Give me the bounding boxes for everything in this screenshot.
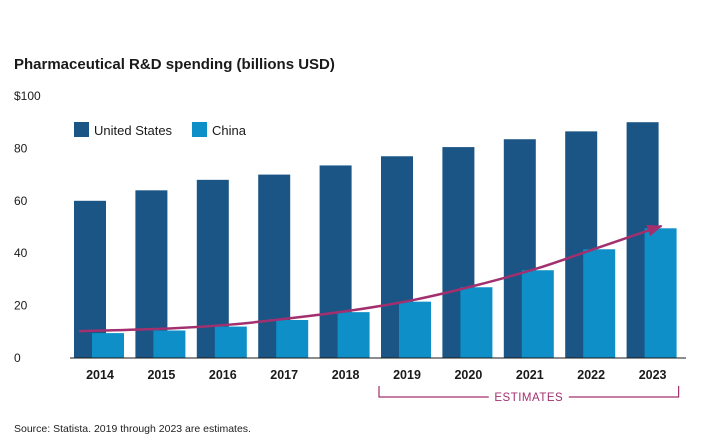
x-axis-ticks: 2014 2015 2016 2017 2018 2019 2020 2021 2022 2023: [86, 368, 666, 382]
x-tick-label: 2018: [332, 368, 360, 382]
bar-china-2021: [521, 270, 554, 358]
estimates-bracket-line: [378, 386, 680, 398]
x-tick-label: 2022: [577, 368, 605, 382]
x-tick-label: 2014: [86, 368, 114, 382]
legend-label: United States: [94, 123, 173, 138]
y-tick-label: 80: [14, 141, 28, 155]
bar-china-2014: [92, 333, 124, 358]
x-tick-label: 2021: [516, 368, 544, 382]
bar-china-2022: [583, 249, 616, 358]
y-tick-label: 40: [14, 246, 28, 260]
legend-swatch: [74, 122, 89, 137]
chart-title: Pharmaceutical R&D spending (billions US…: [14, 56, 335, 73]
x-tick-label: 2020: [454, 368, 482, 382]
estimates-label: ESTIMATES: [494, 392, 563, 404]
trend-arrowhead: [646, 224, 663, 237]
y-tick-label: 60: [14, 194, 28, 208]
y-axis-ticks: $100 80 60 40 20 0: [14, 89, 41, 365]
trend-line: [78, 225, 662, 333]
estimates-bracket: ESTIMATES: [378, 386, 680, 404]
bars: [74, 122, 677, 358]
x-tick-label: 2016: [209, 368, 237, 382]
y-tick-label: $100: [14, 89, 41, 103]
legend-swatch: [192, 122, 207, 137]
bar-china-2019: [399, 301, 431, 358]
x-tick-label: 2015: [147, 368, 175, 382]
x-tick-label: 2019: [393, 368, 421, 382]
bar-china-2023: [644, 228, 677, 358]
legend-label: China: [212, 123, 247, 138]
bar-china-2018: [337, 312, 370, 358]
x-tick-label: 2017: [270, 368, 298, 382]
bar-china-2015: [153, 330, 186, 358]
trend-arrow: [78, 224, 663, 333]
bar-china-2017: [276, 320, 309, 358]
bar-china-2016: [214, 326, 247, 358]
legend: United States China: [74, 122, 247, 138]
x-tick-label: 2023: [639, 368, 667, 382]
y-tick-label: 0: [14, 351, 21, 365]
y-tick-label: 20: [14, 299, 28, 313]
bar-china-2020: [460, 287, 493, 358]
source-note: Source: Statista. 2019 through 2023 are …: [14, 423, 251, 435]
